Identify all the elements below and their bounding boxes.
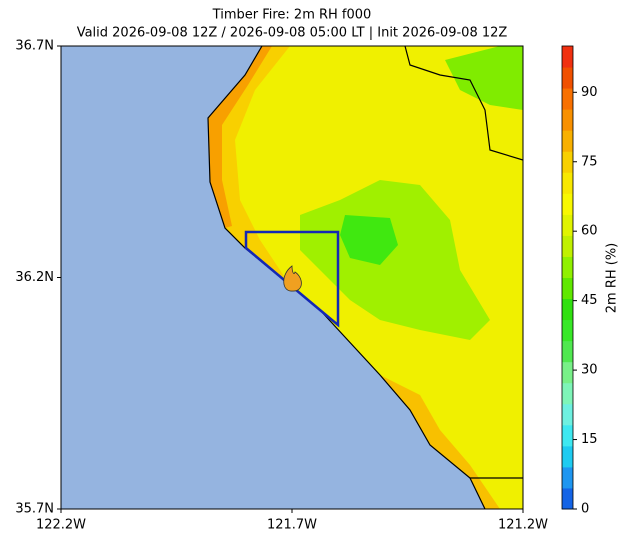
- rh-contour: [380, 375, 500, 509]
- colorbar-band: [562, 361, 573, 384]
- colorbar-band: [562, 67, 573, 89]
- subtitle: Valid 2026-09-08 12Z / 2026-09-08 05:00 …: [77, 26, 508, 41]
- colorbar-band: [562, 382, 573, 405]
- colorbar-band: [562, 109, 573, 131]
- title: Timber Fire: 2m RH f000: [212, 8, 372, 23]
- colorbar-band: [562, 487, 573, 510]
- colorbar-band: [562, 256, 573, 278]
- colorbar-band: [562, 193, 573, 215]
- colorbar-tick-label: 30: [581, 363, 598, 378]
- colorbar-band: [562, 340, 573, 363]
- colorbar-frame: [561, 45, 574, 510]
- colorbar-band: [562, 172, 573, 194]
- colorbar-band: [562, 466, 573, 489]
- colorbar-tick-label: 0: [581, 502, 589, 517]
- colorbar-band: [562, 46, 573, 68]
- colorbar-band: [562, 319, 573, 342]
- y-tick-label: 36.7N: [15, 39, 54, 54]
- colorbar-band: [562, 151, 573, 173]
- colorbar-band: [562, 130, 573, 152]
- colorbar-band: [562, 445, 573, 468]
- fire-icon: [283, 265, 302, 292]
- county-line: [404, 46, 523, 161]
- rh-contour: [340, 215, 398, 265]
- colorbar-band: [562, 214, 573, 236]
- colorbar-band: [562, 403, 573, 426]
- colorbar-tick-label: 45: [581, 293, 598, 308]
- colorbar-band: [562, 424, 573, 447]
- x-tick-label: 122.2W: [36, 518, 86, 533]
- colorbar-band: [562, 277, 573, 300]
- colorbar-tick-label: 15: [581, 432, 598, 447]
- y-tick-label: 36.2N: [15, 270, 54, 285]
- colorbar-tick-label: 75: [581, 154, 598, 169]
- colorbar-tick-label: 60: [581, 224, 598, 239]
- colorbar-label: 2m RH (%): [605, 243, 620, 314]
- colorbar-tick-label: 90: [581, 85, 598, 100]
- x-tick-label: 121.7W: [267, 518, 317, 533]
- rh-contour: [208, 46, 272, 228]
- colorbar-band: [562, 298, 573, 321]
- rh-contour: [445, 46, 523, 110]
- colorbar-band: [562, 88, 573, 110]
- map-area: [60, 45, 524, 510]
- x-tick-label: 121.2W: [498, 518, 548, 533]
- colorbar-band: [562, 235, 573, 257]
- y-tick-label: 35.7N: [15, 502, 54, 517]
- fire-domain-box: [244, 230, 340, 328]
